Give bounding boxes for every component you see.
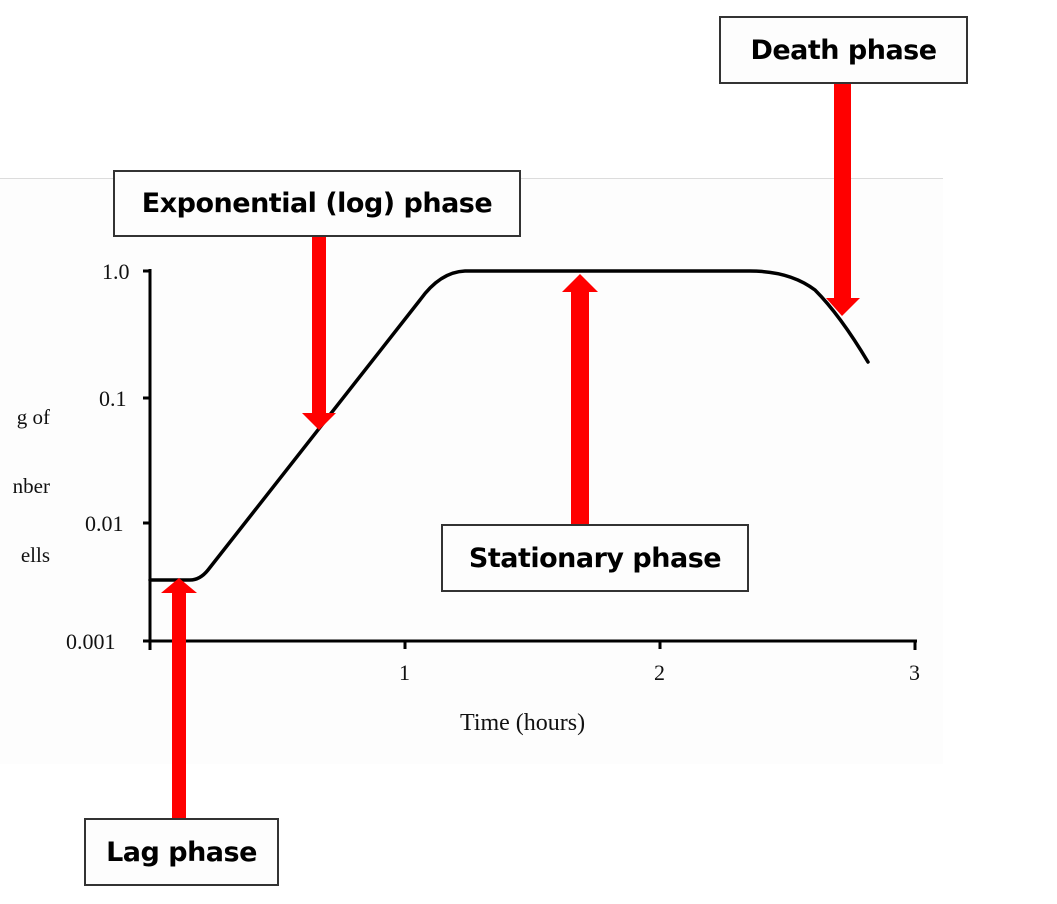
exponential-phase-label: Exponential (log) phase bbox=[113, 170, 521, 237]
axes bbox=[143, 269, 917, 650]
y-axis-title: g of nber ells bbox=[0, 360, 50, 613]
x-axis-title: Time (hours) bbox=[460, 710, 586, 736]
stationary-phase-label: Stationary phase bbox=[441, 524, 749, 592]
x-tick-label: 2 bbox=[654, 660, 665, 685]
death-phase-label: Death phase bbox=[719, 16, 968, 84]
y-axis-title-line: ells bbox=[20, 543, 50, 567]
exponential-phase-arrow bbox=[302, 234, 336, 430]
y-tick-label: 0.1 bbox=[99, 386, 127, 411]
y-axis-title-line: g of bbox=[16, 405, 50, 429]
y-axis-title-line: nber bbox=[12, 474, 50, 498]
death-phase-arrow bbox=[826, 82, 860, 316]
stationary-phase-arrow bbox=[562, 274, 598, 526]
y-tick-label: 0.001 bbox=[66, 629, 116, 654]
x-tick-label: 3 bbox=[909, 660, 920, 685]
lag-phase-label: Lag phase bbox=[84, 818, 279, 886]
lag-phase-arrow bbox=[161, 578, 197, 818]
x-tick-label: 1 bbox=[399, 660, 410, 685]
y-tick-label: 1.0 bbox=[102, 259, 130, 284]
growth-curve-line bbox=[148, 269, 870, 582]
y-tick-label: 0.01 bbox=[85, 511, 124, 536]
